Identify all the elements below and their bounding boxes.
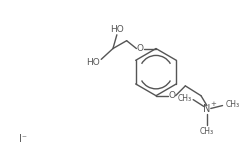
Text: CH₃: CH₃ [200,127,214,136]
Text: +: + [210,101,216,107]
Text: HO: HO [86,58,100,67]
Text: CH₃: CH₃ [177,94,191,103]
Text: CH₃: CH₃ [225,100,239,109]
Text: N: N [203,104,211,114]
Text: I⁻: I⁻ [19,134,27,144]
Text: O: O [137,44,144,53]
Text: O: O [168,91,175,100]
Text: HO: HO [110,25,124,34]
